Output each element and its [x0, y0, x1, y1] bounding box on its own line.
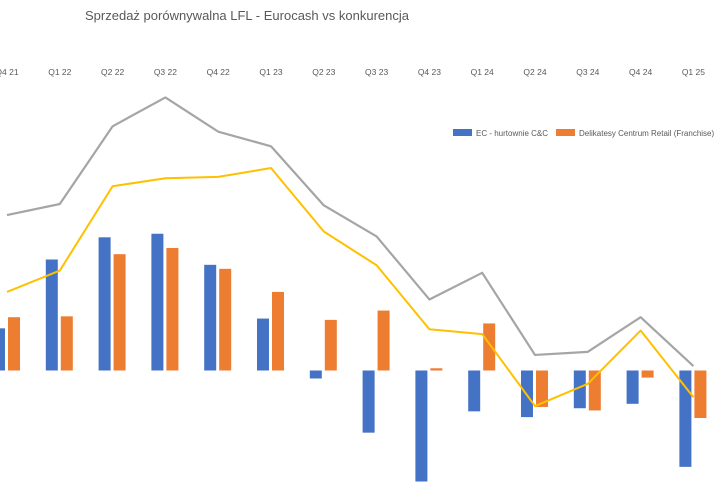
line-series-gray: [6, 96, 695, 367]
bar-ec-hurtownie: [309, 370, 322, 379]
x-tick-label: Q3 24: [576, 67, 599, 77]
x-tick-label: Q2 24: [523, 67, 546, 77]
chart-title: Sprzedaż porównywalna LFL - Eurocash vs …: [85, 8, 410, 23]
bar-series: [0, 233, 707, 482]
bar-ec-hurtownie: [257, 318, 269, 371]
x-tick-label: Q1 23: [259, 67, 282, 77]
line-series: [6, 96, 695, 408]
bar-delikatesy-centrum: [536, 370, 548, 407]
bar-delikatesy-centrum: [219, 268, 232, 371]
line-series-yellow: [6, 167, 695, 408]
x-tick-label: Q1 22: [48, 67, 71, 77]
legend-swatch-ec: [453, 129, 472, 136]
bar-delikatesy-centrum: [113, 254, 126, 371]
x-axis-tick-labels: Q4 21 Q1 22 Q2 22 Q3 22 Q4 22 Q1 23 Q2 23 Q3 23…: [0, 67, 705, 77]
bar-ec-hurtownie: [98, 237, 111, 371]
bar-ec-hurtownie: [204, 264, 217, 371]
bar-delikatesy-centrum: [60, 316, 73, 371]
bar-ec-hurtownie: [573, 370, 586, 409]
bar-delikatesy-centrum: [324, 319, 337, 371]
x-tick-label: Q3 23: [365, 67, 388, 77]
bar-ec-hurtownie: [679, 370, 692, 467]
x-tick-label: Q3 22: [154, 67, 177, 77]
x-tick-label: Q1 25: [682, 67, 705, 77]
bar-ec-hurtownie: [151, 233, 164, 371]
bar-delikatesy-centrum: [694, 370, 707, 419]
x-tick-label: Q2 22: [101, 67, 124, 77]
bar-delikatesy-centrum: [8, 317, 20, 371]
bar-delikatesy-centrum: [272, 291, 284, 371]
x-tick-label: Q2 23: [312, 67, 335, 77]
bar-ec-hurtownie: [362, 370, 375, 433]
bar-delikatesy-centrum: [641, 370, 654, 378]
bar-ec-hurtownie: [468, 370, 481, 412]
bar-delikatesy-centrum: [430, 368, 443, 371]
x-tick-label: Q4 21: [0, 67, 19, 77]
bar-ec-hurtownie: [415, 370, 428, 482]
legend-label-ec: EC - hurtownie C&C: [476, 129, 548, 138]
legend: EC - hurtownie C&C Delikatesy Centrum Ret…: [453, 129, 714, 138]
bar-ec-hurtownie: [626, 370, 639, 404]
x-tick-label: Q4 22: [207, 67, 230, 77]
legend-label-delikatesy: Delikatesy Centrum Retail (Franchise): [579, 129, 714, 138]
bar-delikatesy-centrum: [483, 323, 496, 371]
x-tick-label: Q4 24: [629, 67, 652, 77]
bar-delikatesy-centrum: [166, 247, 179, 371]
bar-delikatesy-centrum: [377, 310, 390, 371]
bar-ec-hurtownie: [45, 259, 58, 371]
legend-swatch-delikatesy: [556, 129, 575, 136]
x-tick-label: Q4 23: [418, 67, 441, 77]
bar-ec-hurtownie: [0, 328, 5, 371]
x-tick-label: Q1 24: [471, 67, 494, 77]
